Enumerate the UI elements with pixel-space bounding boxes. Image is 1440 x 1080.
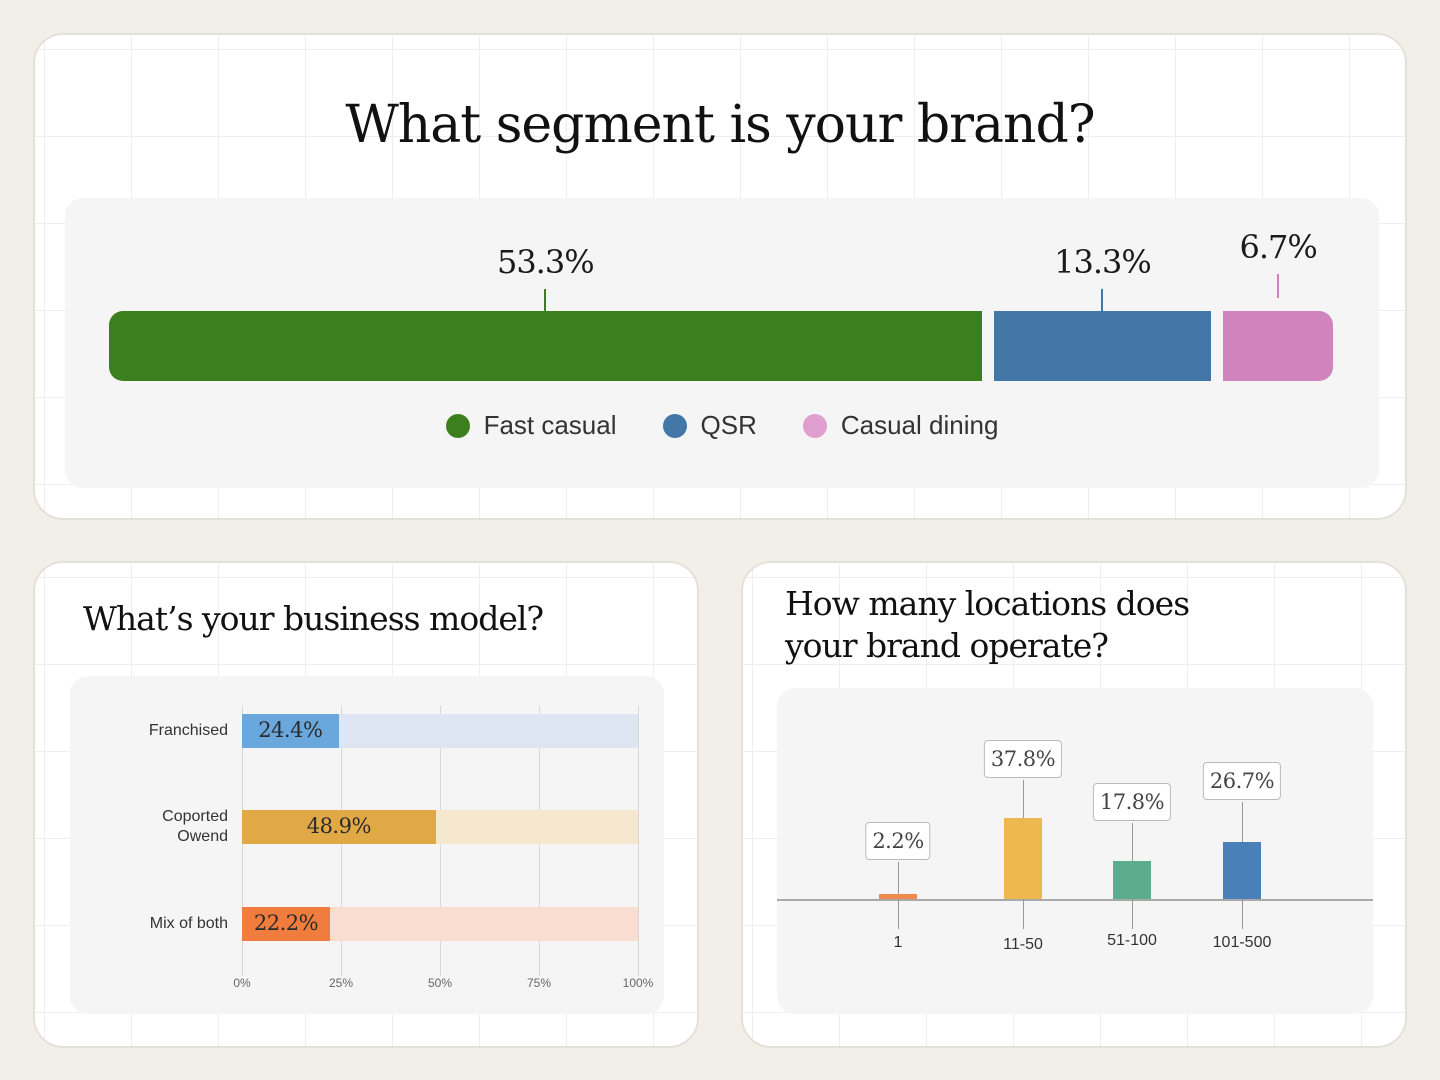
segment-title: What segment is your brand? [345,95,1095,155]
legend-dot-2 [802,413,827,438]
segment-stacked-bar-chart: 53.3% 13.3% 6.7% [65,198,1379,488]
business-model-title: What’s your business model? [83,599,544,638]
loc-category-label-0: 1 [893,934,903,951]
business-model-chart-panel: 0% 25% 50% 75% 100% 24.4% Franchised 48.9% Copor… [70,676,664,1014]
segment-value-label-1: 13.3% [1054,243,1152,281]
segment-bar-0 [109,311,982,381]
bm-category-label-1-line-1: Owend [177,828,228,845]
loc-value-label-2: 17.8% [1092,783,1172,821]
legend-item-0: Fast casual [445,410,617,441]
loc-bar-1 [1004,818,1042,899]
bm-category-label-0-line-0: Franchised [148,722,228,739]
legend-dot-1 [662,413,687,438]
loc-value-label-1: 37.8% [983,740,1063,778]
legend-label-0: Fast casual [483,410,617,440]
bm-axis-tick-2: 50% [427,976,453,990]
segment-value-label-2: 6.7% [1239,228,1318,266]
bm-axis-tick-1: 25% [328,976,354,990]
locations-card: How many locations does your brand opera… [741,561,1407,1048]
segment-label-tick-1 [1101,289,1104,311]
legend-dot-0 [445,413,470,438]
legend-item-1: QSR [662,410,757,441]
business-model-bar-chart: 0% 25% 50% 75% 100% 24.4% Franchised 48.9% Copor… [70,676,664,1014]
loc-category-label-3: 101-500 [1212,934,1272,951]
loc-value-label-3: 26.7% [1202,762,1282,800]
locations-title-line-1: How many locations does [785,584,1190,623]
segment-bar-2 [1223,311,1333,381]
bm-axis-tick-0: 0% [233,976,251,990]
bm-category-label-1: Coported Owend [162,807,228,847]
bm-bar-2: 22.2% [242,907,330,941]
bm-category-label-0: Franchised [149,721,228,741]
segment-card: What segment is your brand? 53.3% 13.3% 6.… [33,33,1407,520]
segment-label-tick-2 [1277,274,1280,298]
bm-gridline-4 [638,706,639,976]
loc-category-label-2: 51-100 [1107,932,1157,949]
segment-label-tick-0 [544,289,547,311]
segment-bar-1 [993,311,1212,381]
loc-bar-0 [879,894,917,899]
bm-category-label-1-line-0: Coported [162,808,228,825]
legend-item-2: Casual dining [802,410,999,441]
bm-axis-tick-3: 75% [526,976,552,990]
bm-bar-0: 24.4% [242,714,339,748]
bm-value-label-1: 48.9% [306,814,372,838]
legend-label-2: Casual dining [840,410,999,440]
business-model-card: What’s your business model? 0% 25% 50% 75% 1… [33,561,699,1048]
bm-bar-1: 48.9% [242,810,436,844]
locations-bar-chart: 2.2% 1 37.8% 11-50 17.8% 51-100 26.7% 101-500 [777,688,1373,1014]
segment-chart-panel: 53.3% 13.3% 6.7% Fast casual QSR Casual dini… [65,198,1379,488]
loc-category-label-1: 11-50 [1003,936,1043,953]
bm-value-label-2: 22.2% [253,911,319,935]
loc-bar-2 [1113,861,1151,899]
locations-chart-panel: 2.2% 1 37.8% 11-50 17.8% 51-100 26.7% 101-500 [777,688,1373,1014]
legend-label-1: QSR [700,410,757,440]
loc-value-label-0: 2.2% [865,822,931,860]
segment-value-label-0: 53.3% [496,243,595,281]
bm-category-label-2-line-0: Mix of both [149,915,228,932]
bm-category-label-2: Mix of both [150,914,228,934]
locations-title-line-2: your brand operate? [785,626,1109,665]
locations-title: How many locations does your brand opera… [785,583,1190,667]
bm-axis-tick-4: 100% [622,976,654,990]
loc-x-axis-line [777,899,1373,901]
loc-bar-3 [1223,842,1261,899]
segment-legend: Fast casual QSR Casual dining [65,410,1379,441]
bm-value-label-0: 24.4% [258,718,323,742]
